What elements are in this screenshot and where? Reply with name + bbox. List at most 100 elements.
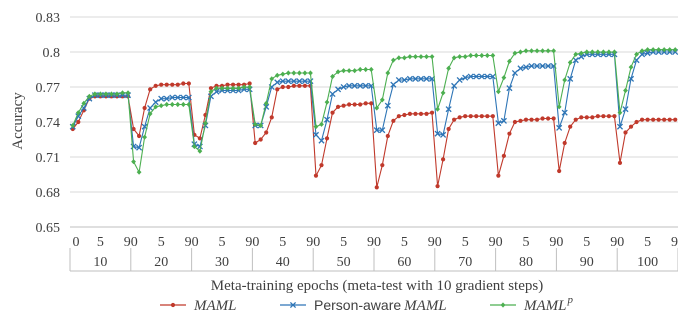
data-point	[281, 85, 285, 89]
data-point	[512, 70, 517, 75]
data-point	[552, 116, 556, 120]
data-point	[529, 48, 534, 53]
x-group-label: 70	[458, 255, 472, 270]
data-point	[292, 84, 296, 88]
legend-item: MAML p	[490, 294, 574, 314]
legend-swatch-marker	[171, 303, 175, 307]
data-point	[269, 76, 274, 81]
data-point	[175, 102, 180, 107]
data-point	[253, 141, 257, 145]
data-point	[447, 127, 451, 131]
data-point	[502, 154, 506, 158]
data-point	[402, 55, 407, 60]
x-tick-label: 90	[306, 235, 320, 250]
data-point	[501, 75, 506, 80]
data-point	[402, 113, 406, 117]
gridlines	[70, 17, 678, 227]
data-point	[314, 124, 319, 129]
data-point	[668, 118, 672, 122]
data-point	[137, 170, 142, 175]
data-point	[170, 83, 174, 87]
data-point	[424, 112, 428, 116]
data-point	[469, 114, 473, 118]
data-point	[363, 67, 368, 72]
legend-label: MAML	[523, 298, 567, 314]
data-point	[419, 54, 424, 59]
data-point	[446, 66, 451, 71]
data-point	[607, 114, 611, 118]
series-layer	[70, 47, 678, 189]
data-point	[176, 83, 180, 87]
x-group-label: 50	[337, 255, 351, 270]
data-point	[280, 72, 285, 77]
x-tick-label: 5	[523, 235, 530, 250]
data-point	[291, 70, 296, 75]
data-point	[397, 114, 401, 118]
x-tick-label: 90	[428, 235, 442, 250]
data-point	[513, 120, 517, 124]
data-point	[341, 68, 346, 73]
data-point	[612, 114, 616, 118]
data-point	[468, 53, 473, 58]
data-point	[347, 68, 352, 73]
data-point	[463, 114, 467, 118]
data-point	[297, 70, 302, 75]
x-tick-label: 90	[124, 235, 138, 250]
data-point	[435, 107, 440, 112]
data-point	[396, 55, 401, 60]
data-point	[485, 53, 490, 58]
data-point	[319, 163, 323, 167]
legend-item: MAML	[160, 298, 237, 314]
data-point	[181, 102, 186, 107]
x-tick-label: 5	[97, 235, 104, 250]
data-point	[413, 112, 417, 116]
data-point	[662, 118, 666, 122]
data-point	[551, 48, 556, 53]
data-point	[441, 90, 446, 95]
data-point	[386, 134, 390, 138]
series-1	[70, 49, 678, 150]
data-point	[540, 116, 544, 120]
data-point	[657, 118, 661, 122]
data-point	[496, 89, 501, 94]
data-point	[479, 53, 484, 58]
y-tick-label: 0.74	[36, 116, 61, 131]
data-point	[480, 114, 484, 118]
data-point	[623, 88, 628, 93]
y-tick-label: 0.8	[43, 46, 61, 61]
x-tick-label: 5	[401, 235, 408, 250]
data-point	[629, 125, 633, 129]
legend-label-superscript: p	[567, 294, 574, 306]
x-group-label: 20	[154, 255, 168, 270]
data-point	[303, 84, 307, 88]
data-point	[430, 111, 434, 115]
data-point	[463, 54, 468, 59]
data-point	[640, 118, 644, 122]
data-point	[529, 118, 533, 122]
x-tick-label: 5	[462, 235, 469, 250]
data-point	[314, 174, 318, 178]
data-point	[143, 106, 147, 110]
data-point	[474, 114, 478, 118]
data-point	[148, 105, 153, 110]
data-point	[259, 137, 263, 141]
x-group-label: 10	[93, 255, 107, 270]
data-point	[308, 70, 313, 75]
x-tick-label: 90	[610, 235, 624, 250]
data-point	[336, 105, 340, 109]
data-point	[380, 163, 384, 167]
data-point	[330, 111, 334, 115]
data-point	[634, 52, 639, 57]
data-point	[375, 185, 379, 189]
data-point	[275, 87, 279, 91]
data-point	[546, 48, 551, 53]
data-point	[574, 118, 578, 122]
data-point	[358, 102, 362, 106]
data-point	[181, 81, 185, 85]
data-point	[441, 157, 445, 161]
x-tick-label: 90	[185, 235, 199, 250]
x-tick-label: 90	[245, 235, 259, 250]
data-point	[187, 81, 191, 85]
data-point	[325, 100, 330, 105]
data-point	[496, 174, 500, 178]
